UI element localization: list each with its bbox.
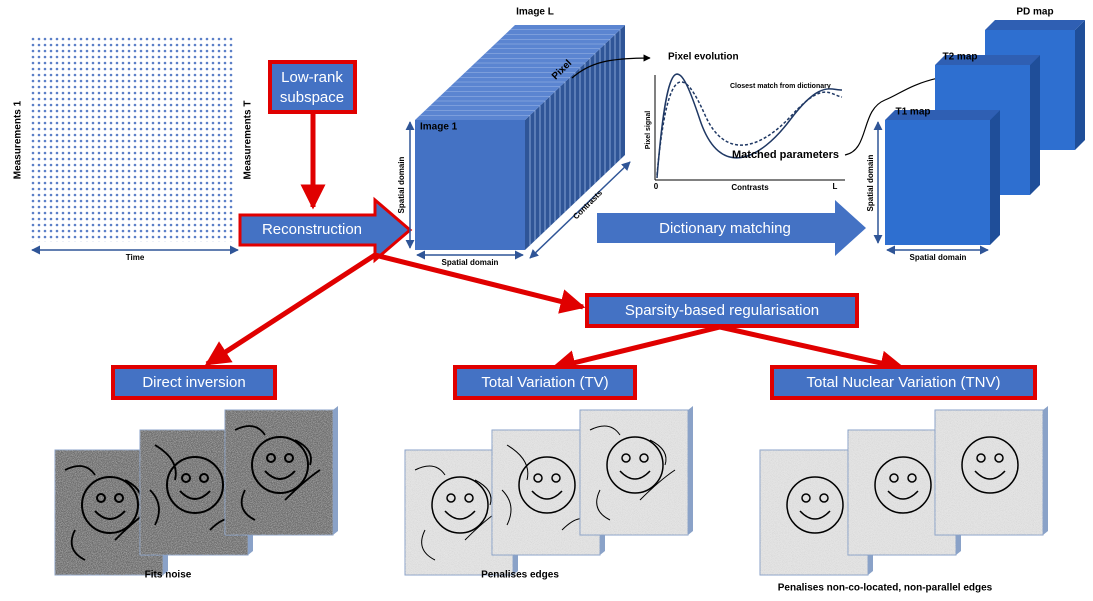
method-title: Total Nuclear Variation (TNV) <box>807 374 1001 391</box>
measurement-grid <box>30 35 235 242</box>
spatial-label: Spatial domain <box>442 258 499 267</box>
low-rank-label: Low-rank <box>281 69 343 86</box>
x-end: L <box>833 182 838 191</box>
pd-label: PD map <box>1016 7 1053 18</box>
method-caption: Penalises edges <box>481 570 559 581</box>
measurements-first: Measurements 1 <box>13 100 24 179</box>
t1-map <box>885 120 990 245</box>
match-curve <box>657 82 842 175</box>
arrow <box>553 327 720 368</box>
measurements-last: Measurements T <box>243 101 254 180</box>
low-rank-label: subspace <box>280 89 344 106</box>
map-side <box>1075 20 1085 150</box>
spatial-label: Spatial domain <box>910 253 967 262</box>
method-title: Total Variation (TV) <box>481 374 608 391</box>
matched-label: Matched parameters <box>732 149 839 161</box>
spatial-label: Spatial domain <box>397 156 406 213</box>
methods: Direct inversion Fits noise Total Variatio… <box>55 367 1048 594</box>
map-side <box>990 110 1000 245</box>
method-title: Direct inversion <box>142 374 245 391</box>
panel-side <box>1043 406 1048 535</box>
spatial-label: Spatial domain <box>866 154 875 211</box>
method-caption: Fits noise <box>145 570 192 581</box>
image-stack <box>415 25 625 250</box>
cube-front <box>415 120 525 250</box>
pixel-plot-title: Pixel evolution <box>668 52 739 63</box>
panel-side <box>333 406 338 535</box>
t2-label: T2 map <box>942 52 977 63</box>
y-label: Pixel signal <box>645 111 652 150</box>
dictionary-label: Dictionary matching <box>659 220 791 237</box>
map-top <box>985 20 1085 30</box>
arrow <box>207 255 375 364</box>
sparsity-label: Sparsity-based regularisation <box>625 302 819 319</box>
map-side <box>1030 55 1040 195</box>
image-1-label: Image 1 <box>420 122 458 133</box>
panel-side <box>688 406 693 535</box>
t1-label: T1 map <box>895 107 930 118</box>
method-caption: Penalises non-co-located, non-parallel e… <box>778 583 993 594</box>
x-start: 0 <box>654 182 659 191</box>
pixel-plot-legend: Closest match from dictionary <box>730 83 831 90</box>
x-label: Contrasts <box>731 183 769 192</box>
time-label: Time <box>126 253 145 262</box>
arrow <box>720 327 903 368</box>
panel-texture <box>935 410 1043 535</box>
maps <box>885 20 1085 245</box>
image-l-label: Image L <box>516 7 554 18</box>
diagram: Time Measurements 1 Measurements T Low-r… <box>0 0 1093 601</box>
reconstruction-label: Reconstruction <box>262 221 362 238</box>
